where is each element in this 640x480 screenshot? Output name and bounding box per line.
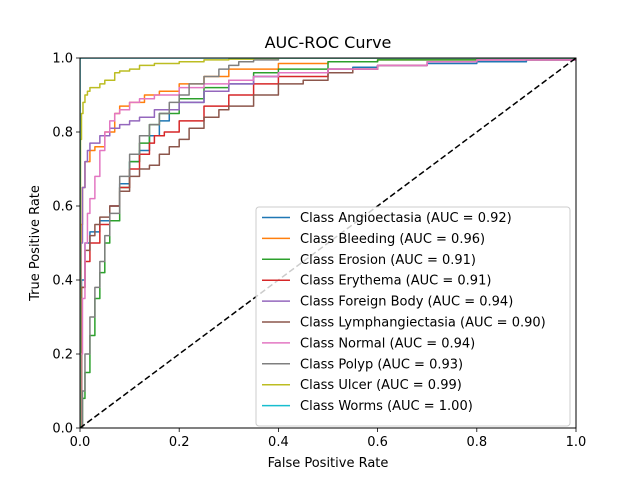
x-tick-label: 1.0 (566, 435, 587, 450)
axes-frame (79, 57, 577, 429)
y-tick-label: 0.2 (52, 348, 73, 363)
legend-label-3: Class Erythema (AUC = 0.91) (300, 274, 491, 289)
legend-label-7: Class Polyp (AUC = 0.93) (300, 357, 463, 372)
x-tick-label: 0.4 (268, 435, 289, 450)
y-tick-label: 1.0 (52, 52, 73, 67)
y-axis: 0.0 0.2 0.4 0.6 0.8 1.0 (52, 52, 80, 437)
y-tick-label: 0.0 (52, 422, 73, 437)
x-tick-label: 0.6 (367, 435, 388, 450)
y-tick-label: 0.4 (52, 274, 73, 289)
legend-label-5: Class Lymphangiectasia (AUC = 0.90) (300, 316, 546, 331)
legend-label-2: Class Erosion (AUC = 0.91) (300, 253, 476, 268)
legend-label-1: Class Bleeding (AUC = 0.96) (300, 232, 485, 247)
legend-label-4: Class Foreign Body (AUC = 0.94) (300, 295, 513, 310)
y-tick-label: 0.8 (52, 126, 73, 141)
x-axis: 0.0 0.2 0.4 0.6 0.8 1.0 (70, 428, 587, 450)
x-tick-label: 0.2 (169, 435, 190, 450)
legend-label-8: Class Ulcer (AUC = 0.99) (300, 378, 462, 393)
x-tick-label: 0.0 (70, 435, 91, 450)
legend-label-6: Class Normal (AUC = 0.94) (300, 336, 475, 351)
legend-label-9: Class Worms (AUC = 1.00) (300, 399, 473, 414)
chart-title: AUC-ROC Curve (265, 33, 392, 52)
y-axis-label: True Positive Rate (28, 185, 43, 302)
legend: Class Angioectasia (AUC = 0.92) Class Ble… (255, 206, 571, 427)
y-tick-label: 0.6 (52, 200, 73, 215)
x-tick-label: 0.8 (466, 435, 487, 450)
series-line-2 (80, 58, 576, 428)
legend-box (255, 206, 571, 427)
x-axis-label: False Positive Rate (268, 456, 389, 471)
series-line-8 (80, 58, 576, 428)
series-line-7 (80, 58, 576, 428)
series-line-5 (80, 58, 576, 428)
legend-label-0: Class Angioectasia (AUC = 0.92) (300, 211, 512, 226)
series-line-6 (80, 58, 576, 428)
